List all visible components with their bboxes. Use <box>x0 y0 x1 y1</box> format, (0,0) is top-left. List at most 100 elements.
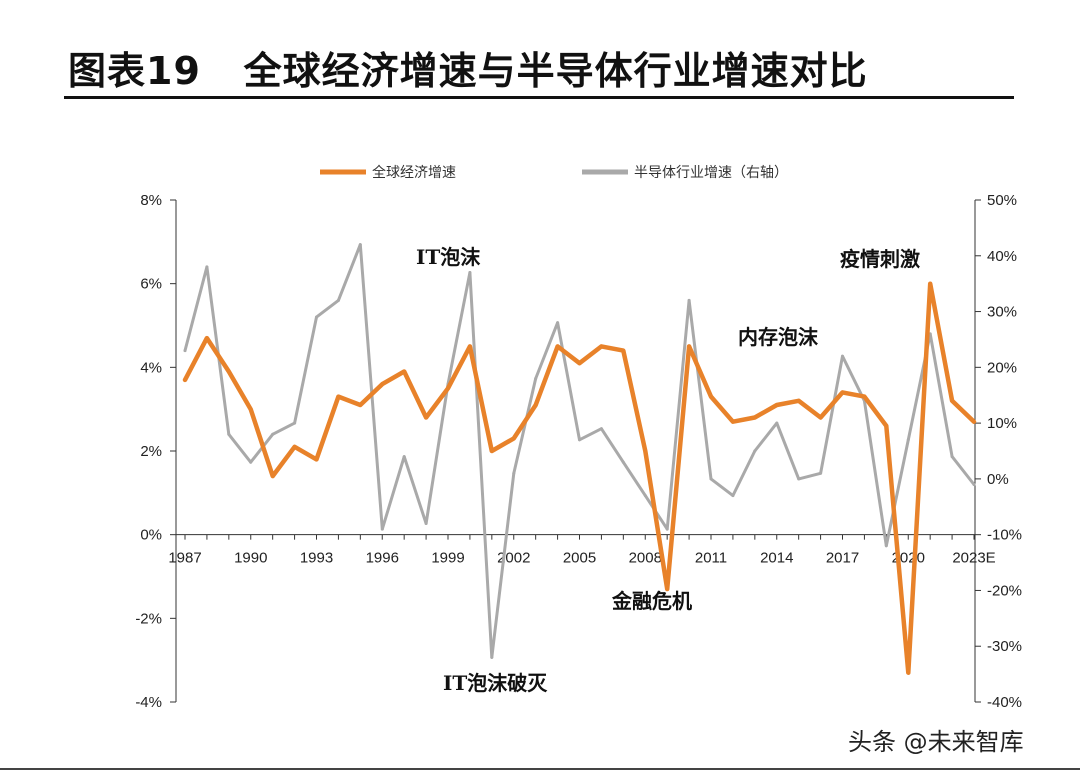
data-point-global-gdp <box>249 407 253 411</box>
right-tick-label: 10% <box>987 415 1017 432</box>
right-tick-label: -10% <box>987 527 1022 544</box>
x-tick-label: 1993 <box>300 550 333 567</box>
data-point-global-gdp <box>512 436 516 440</box>
data-point-global-gdp <box>424 416 428 419</box>
annotation-it-burst: IT泡沫破灭 <box>443 671 548 695</box>
annotation-it-bubble: IT泡沫 <box>416 245 481 269</box>
right-tick-label: -30% <box>987 638 1022 655</box>
left-tick-label: 8% <box>140 192 162 209</box>
right-tick-label: 20% <box>987 359 1017 376</box>
data-point-global-gdp <box>775 403 779 407</box>
left-tick-label: 6% <box>140 276 162 293</box>
data-point-global-gdp <box>665 587 669 591</box>
page-title: 图表19 全球经济增速与半导体行业增速对比 <box>68 49 868 93</box>
data-point-semiconductor <box>819 471 823 475</box>
left-tick-label: 0% <box>140 527 162 544</box>
data-point-semiconductor <box>271 432 275 436</box>
data-point-semiconductor <box>336 298 340 302</box>
data-point-semiconductor <box>358 243 362 247</box>
data-point-global-gdp <box>950 399 954 403</box>
left-tick-label: 2% <box>140 443 162 460</box>
data-point-global-gdp <box>643 449 647 453</box>
data-point-semiconductor <box>665 527 669 531</box>
data-point-global-gdp <box>468 344 472 348</box>
data-point-semiconductor <box>709 477 713 481</box>
data-point-semiconductor <box>731 494 735 498</box>
x-tick-label: 1990 <box>234 550 267 567</box>
data-point-semiconductor <box>183 349 187 353</box>
data-point-global-gdp <box>797 399 801 403</box>
right-tick-label: 0% <box>987 471 1009 488</box>
data-point-semiconductor <box>972 483 976 486</box>
x-tick-label: 2005 <box>563 550 596 567</box>
data-point-global-gdp <box>446 386 450 390</box>
x-tick-label: 1999 <box>431 550 464 567</box>
data-point-semiconductor <box>841 354 844 358</box>
data-point-global-gdp <box>336 395 340 399</box>
data-point-global-gdp <box>709 395 713 399</box>
data-point-semiconductor <box>402 455 406 459</box>
data-point-global-gdp <box>621 349 625 353</box>
legend-label-gdp: 全球经济增速 <box>372 164 456 181</box>
right-tick-label: 30% <box>987 304 1017 321</box>
data-point-global-gdp <box>884 424 888 428</box>
right-tick-label: -40% <box>987 694 1022 711</box>
annotation-memory-bubble: 内存泡沫 <box>738 325 819 349</box>
data-point-semiconductor <box>534 377 538 380</box>
data-point-global-gdp <box>687 344 691 348</box>
data-point-global-gdp <box>819 416 823 419</box>
data-point-global-gdp <box>271 474 275 478</box>
right-tick-label: -20% <box>987 582 1022 599</box>
data-point-global-gdp <box>906 671 910 675</box>
right-tick-label: 50% <box>987 192 1017 209</box>
data-point-semiconductor <box>512 471 516 475</box>
data-point-global-gdp <box>753 416 757 419</box>
data-point-global-gdp <box>402 370 406 373</box>
annotation-pandemic-stimulus: 疫情刺激 <box>840 247 920 271</box>
data-point-semiconductor <box>687 298 691 302</box>
data-point-semiconductor <box>906 438 910 442</box>
data-point-semiconductor <box>293 421 297 425</box>
data-point-global-gdp <box>227 370 231 373</box>
x-tick-label: 2008 <box>629 550 662 567</box>
left-tick-label: -4% <box>135 694 162 711</box>
x-tick-label: 2023E <box>952 550 995 567</box>
data-point-global-gdp <box>534 403 538 407</box>
title-divider <box>64 96 1014 99</box>
data-point-semiconductor <box>621 460 625 464</box>
data-point-semiconductor <box>315 315 318 319</box>
legend-label-semi: 半导体行业增速（右轴） <box>634 165 788 181</box>
data-point-global-gdp <box>358 403 362 407</box>
x-tick-label: 2017 <box>826 550 859 567</box>
data-point-global-gdp <box>315 457 318 461</box>
right-tick-label: 40% <box>987 248 1017 265</box>
data-point-semiconductor <box>424 522 428 525</box>
data-point-semiconductor <box>227 432 231 436</box>
data-point-global-gdp <box>380 382 384 386</box>
series-line-global-gdp <box>182 281 977 675</box>
data-point-semiconductor <box>884 544 888 548</box>
data-point-semiconductor <box>643 494 647 498</box>
data-point-semiconductor <box>205 265 209 269</box>
watermark: 头条 @未来智库 <box>848 728 1024 756</box>
data-point-semiconductor <box>380 527 384 531</box>
data-point-global-gdp <box>731 420 735 424</box>
data-point-global-gdp <box>556 344 560 348</box>
data-point-global-gdp <box>972 420 976 424</box>
x-tick-label: 2014 <box>760 550 793 567</box>
data-point-global-gdp <box>578 361 581 365</box>
data-point-semiconductor <box>490 655 494 659</box>
annotation-financial-crisis: 金融危机 <box>611 589 692 613</box>
data-point-global-gdp <box>183 378 187 382</box>
left-tick-label: 4% <box>140 359 162 376</box>
data-point-semiconductor <box>797 477 801 481</box>
data-point-global-gdp <box>599 344 603 348</box>
data-point-global-gdp <box>490 449 494 453</box>
data-point-global-gdp <box>293 445 297 449</box>
data-point-semiconductor <box>578 438 581 442</box>
x-tick-label: 2011 <box>695 550 727 567</box>
data-point-semiconductor <box>950 455 954 459</box>
data-point-semiconductor <box>775 421 779 425</box>
data-point-global-gdp <box>928 282 932 286</box>
